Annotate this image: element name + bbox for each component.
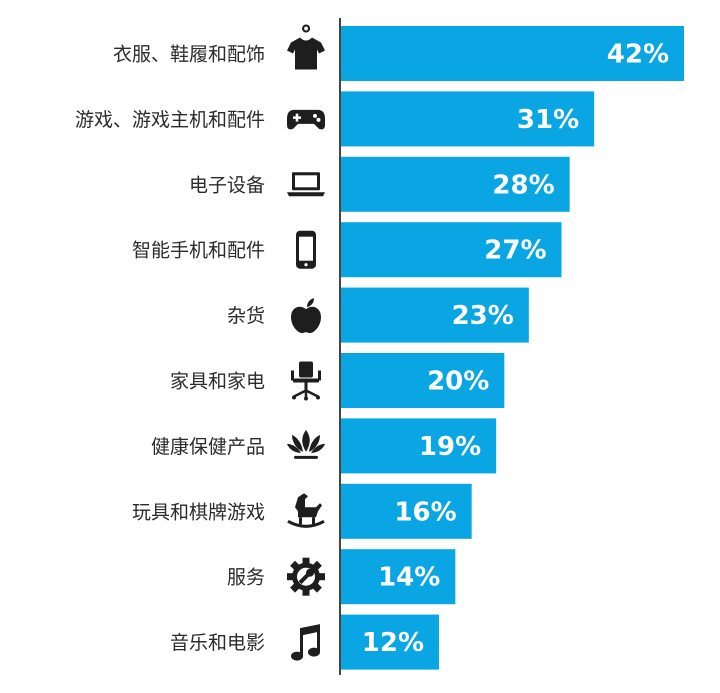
category-label: 音乐和电影	[170, 632, 265, 654]
bar	[341, 483, 472, 539]
value-label: 42%	[607, 40, 669, 70]
category-label: 服务	[227, 567, 265, 589]
lotus-icon	[287, 429, 325, 459]
bar	[341, 156, 570, 212]
gear-wrench-icon	[287, 557, 325, 596]
category-label: 玩具和棋牌游戏	[132, 501, 265, 523]
rocking-horse-icon	[287, 493, 325, 528]
value-label: 14%	[378, 563, 440, 593]
bar	[341, 222, 562, 278]
tshirt-icon	[287, 24, 325, 70]
category-label: 杂货	[227, 305, 265, 327]
category-label: 游戏、游戏主机和配件	[75, 109, 265, 131]
value-label: 27%	[484, 236, 546, 266]
music-note-icon	[291, 624, 320, 661]
bar	[341, 26, 684, 81]
category-label: 智能手机和配件	[132, 240, 265, 262]
category-label: 家具和家电	[170, 371, 265, 393]
category-label: 衣服、鞋履和配饰	[113, 44, 265, 66]
category-label: 电子设备	[189, 174, 265, 196]
office-chair-icon	[291, 361, 321, 401]
value-label: 23%	[452, 301, 514, 331]
smartphone-icon	[296, 230, 316, 269]
bar	[341, 91, 595, 147]
value-label: 28%	[492, 170, 554, 200]
value-label: 16%	[394, 497, 456, 527]
laptop-icon	[287, 172, 325, 197]
bar	[341, 287, 529, 343]
category-label: 健康保健产品	[151, 436, 265, 458]
value-label: 20%	[427, 367, 489, 397]
bar	[341, 418, 497, 474]
apple-icon	[291, 298, 321, 334]
value-label: 31%	[517, 105, 579, 135]
value-label: 12%	[362, 628, 424, 658]
bar	[341, 353, 505, 408]
bar	[341, 549, 456, 605]
bar	[341, 614, 439, 670]
value-label: 19%	[419, 432, 481, 462]
gamepad-icon	[287, 109, 325, 130]
